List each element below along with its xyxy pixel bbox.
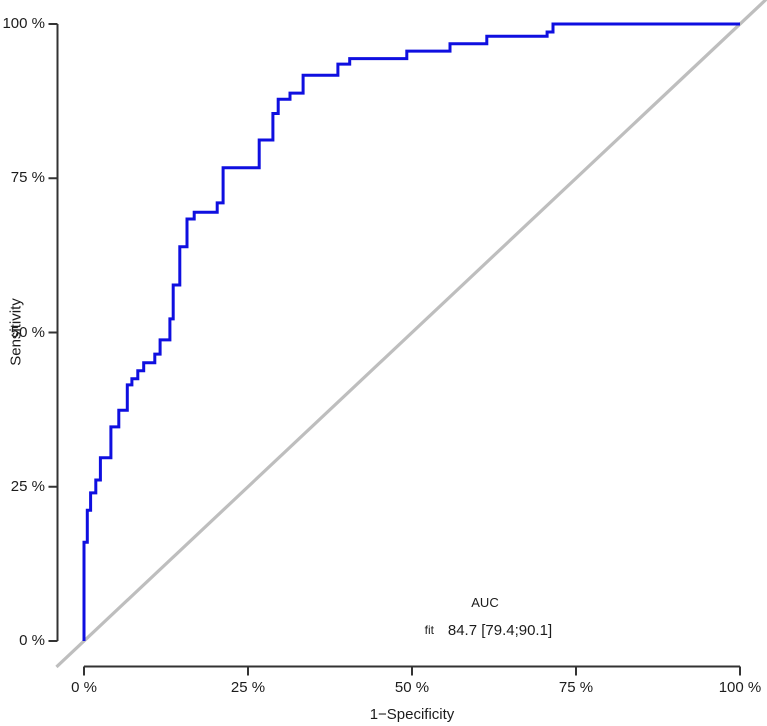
chance-diagonal-line [55, 0, 767, 669]
x-axis-title: 1−Specificity [369, 706, 455, 723]
x-tick-label: 50 % [394, 679, 430, 696]
y-axis-title: Sensitivity [7, 298, 25, 366]
y-tick-label: 50 % [10, 323, 45, 341]
roc-curve-line [82, 22, 740, 641]
y-tick-label: 75 % [10, 169, 45, 187]
x-tick-label: 25 % [230, 679, 266, 696]
x-tick-label: 0 % [71, 679, 97, 696]
y-tick-label: 0 % [19, 632, 45, 649]
chance-diagonal [55, 0, 767, 669]
auc-row-label: fit [424, 623, 434, 637]
y-tick-label: 25 % [10, 477, 45, 495]
x-tick-label: 100 % [718, 679, 762, 696]
axes [48, 23, 741, 676]
x-tick-label: 75 % [558, 679, 594, 696]
auc-table-header: AUC [471, 595, 499, 610]
y-tick-label: 100 % [2, 15, 45, 32]
roc-curve-fit [82, 22, 740, 641]
auc-value: 84.7 [79.4;90.1] [447, 622, 553, 639]
